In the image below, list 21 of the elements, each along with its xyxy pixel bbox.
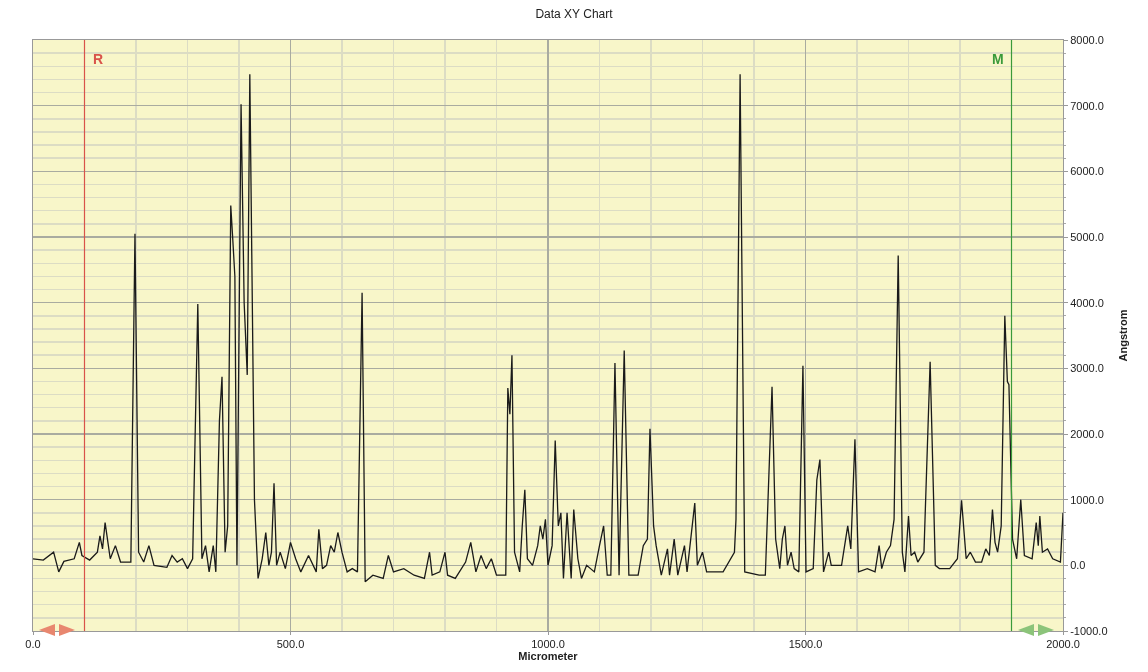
y-tick-label: 5000.0 bbox=[1070, 230, 1104, 243]
y-axis-title: Angstrom bbox=[1116, 309, 1129, 362]
ref-line-label: R bbox=[93, 51, 104, 67]
y-tick-label: 3000.0 bbox=[1070, 362, 1104, 375]
x-tick-label: 0.0 bbox=[25, 638, 41, 651]
x-axis-title: Micrometer bbox=[518, 650, 579, 663]
y-tick-label: 8000.0 bbox=[1070, 33, 1104, 46]
y-tick-label: -1000.0 bbox=[1070, 624, 1108, 637]
y-tick-label: 0.0 bbox=[1070, 559, 1086, 572]
y-tick-label: 7000.0 bbox=[1070, 99, 1104, 112]
ref-line-label: M bbox=[992, 51, 1004, 67]
y-tick-label: 6000.0 bbox=[1070, 165, 1104, 178]
y-tick-label: 4000.0 bbox=[1070, 296, 1104, 309]
x-tick-label: 500.0 bbox=[276, 638, 305, 651]
x-tick-label: 1000.0 bbox=[531, 638, 565, 651]
y-tick-label: 2000.0 bbox=[1070, 427, 1104, 440]
x-tick-label: 2000.0 bbox=[1046, 638, 1080, 651]
x-tick-label: 1500.0 bbox=[788, 638, 823, 651]
chart-title: Data XY Chart bbox=[535, 7, 614, 22]
line-series bbox=[33, 73, 1063, 583]
y-tick-label: 1000.0 bbox=[1070, 493, 1104, 506]
